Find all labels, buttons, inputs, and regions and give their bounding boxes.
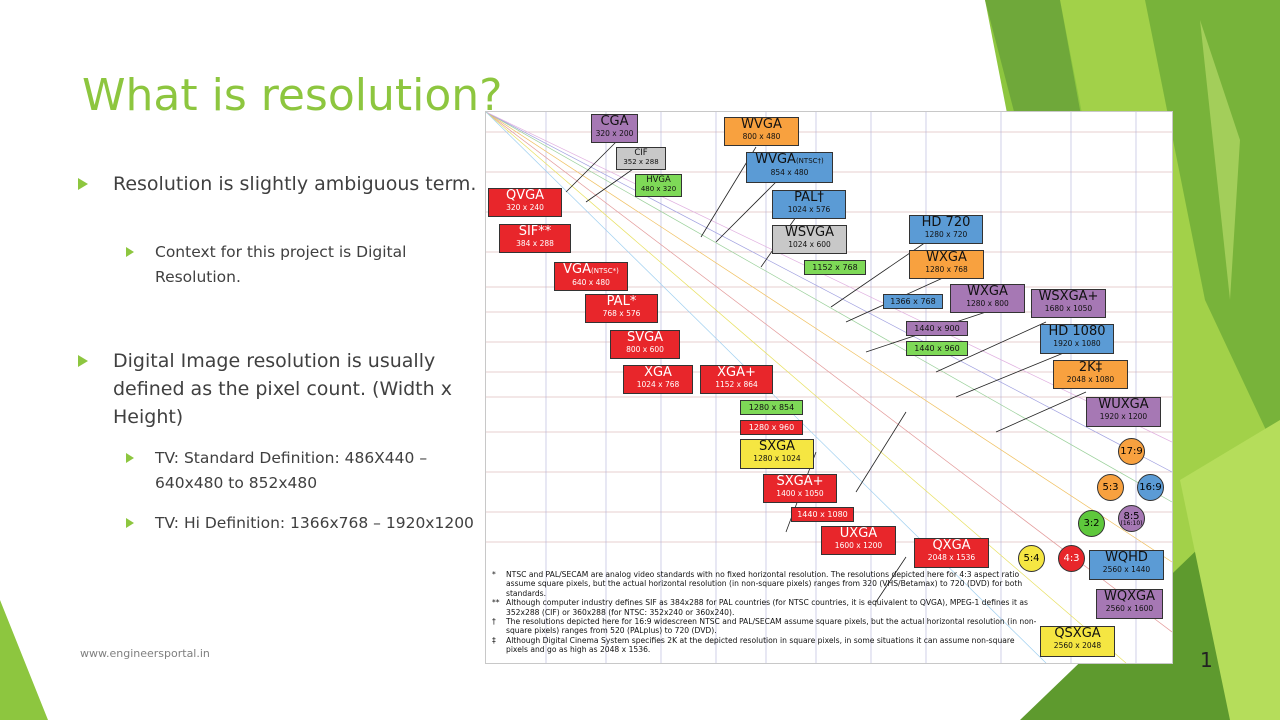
sub-bullet-item: TV: Hi Definition: 1366x768 – 1920x1200 [126,511,476,536]
sub-bullet-text: Context for this project is Digital Reso… [155,243,407,286]
resolution-box: 2K‡ 2048 x 1080 [1053,360,1128,389]
footnote: ** Although computer industry defines SIF… [492,598,1028,617]
footnote: † The resolutions depicted here for 16:9 … [492,617,1037,636]
sub-bullet-item: Context for this project is Digital Reso… [126,240,476,290]
resolution-box: WXGA 1280 x 768 [909,250,984,279]
resolution-box: WUXGA 1920 x 1200 [1086,397,1161,427]
aspect-ratio-circle: 17:9 [1118,438,1145,465]
resolution-box: HD 720 1280 x 720 [909,215,983,244]
resolution-box: XGA+ 1152 x 864 [700,365,773,394]
resolution-box: 1440 x 900 [906,321,968,336]
resolution-box: HD 1080 1920 x 1080 [1040,324,1114,354]
resolution-box: XGA 1024 x 768 [623,365,693,394]
resolution-box: WXGA 1280 x 800 [950,284,1025,313]
bullet-item: Digital Image resolution is usually defi… [78,347,478,431]
footer-url: www.engineersportal.in [80,647,210,660]
resolution-box: HVGA 480 x 320 [635,174,682,197]
resolution-box: PAL* 768 x 576 [585,294,658,323]
aspect-ratio-circle: 8:5 (16:10) [1118,505,1145,532]
footnote: ‡ Although Digital Cinema System specifie… [492,635,1015,655]
resolution-box: QVGA 320 x 240 [488,188,562,217]
bullet-arrow-icon [78,178,88,190]
aspect-ratio-circle: 16:9 [1137,474,1164,501]
footnote: * NTSC and PAL/SECAM are analog video sta… [492,570,1023,598]
resolution-box: SIF** 384 x 288 [499,224,571,253]
resolution-box: WQHD 2560 x 1440 [1089,550,1164,580]
aspect-ratio-circle: 5:4 [1018,545,1045,572]
resolution-box: 1280 x 960 [740,420,803,435]
aspect-ratio-circle: 4:3 [1058,545,1085,572]
aspect-ratio-circle: 3:2 [1078,510,1105,537]
resolution-box: VGA(NTSC*) 640 x 480 [554,262,628,291]
aspect-ratio-circle: 5:3 [1097,474,1124,501]
sub-bullet-text: TV: Standard Definition: 486X440 – 640x4… [155,449,428,492]
resolution-box: 1280 x 854 [740,400,803,415]
resolution-box: QXGA 2048 x 1536 [914,538,989,568]
resolution-box: 1440 x 1080 [791,507,854,522]
sub-bullet-text: TV: Hi Definition: 1366x768 – 1920x1200 [155,514,474,532]
bullet-arrow-icon [126,453,134,463]
chart-footnotes: * NTSC and PAL/SECAM are analog video sta… [492,570,1037,655]
resolution-chart-figure: CGA 320 x 200 CIF 352 x 288 HVGA 480 x 320 … [485,111,1173,664]
page-number: 1 [1200,648,1213,672]
bullet-arrow-icon [78,355,88,367]
resolution-box: QSXGA 2560 x 2048 [1040,626,1115,657]
resolution-box: WQXGA 2560 x 1600 [1096,589,1163,619]
resolution-box: PAL† 1024 x 576 [772,190,846,219]
resolution-box: SVGA 800 x 600 [610,330,680,359]
resolution-box: SXGA+ 1400 x 1050 [763,474,837,503]
resolution-box: 1366 x 768 [883,294,943,309]
bullet-item: Resolution is slightly ambiguous term. [78,170,478,198]
resolution-box: WVGA 800 x 480 [724,117,799,146]
sub-bullet-item: TV: Standard Definition: 486X440 – 640x4… [126,446,476,496]
resolution-box: WSVGA 1024 x 600 [772,225,847,254]
resolution-box: WVGA(NTSC†) 854 x 480 [746,152,833,183]
bullet-text: Digital Image resolution is usually defi… [113,350,452,428]
bullet-arrow-icon [126,518,134,528]
resolution-box: CIF 352 x 288 [616,147,666,170]
resolution-box: UXGA 1600 x 1200 [821,526,896,555]
resolution-box: WSXGA+ 1680 x 1050 [1031,289,1106,318]
bullet-text: Resolution is slightly ambiguous term. [113,173,477,195]
resolution-box: SXGA 1280 x 1024 [740,439,814,469]
resolution-box: CGA 320 x 200 [591,114,638,143]
bullet-arrow-icon [126,247,134,257]
slide-title: What is resolution? [82,70,503,121]
resolution-box: 1440 x 960 [906,341,968,356]
resolution-box: 1152 x 768 [804,260,866,275]
